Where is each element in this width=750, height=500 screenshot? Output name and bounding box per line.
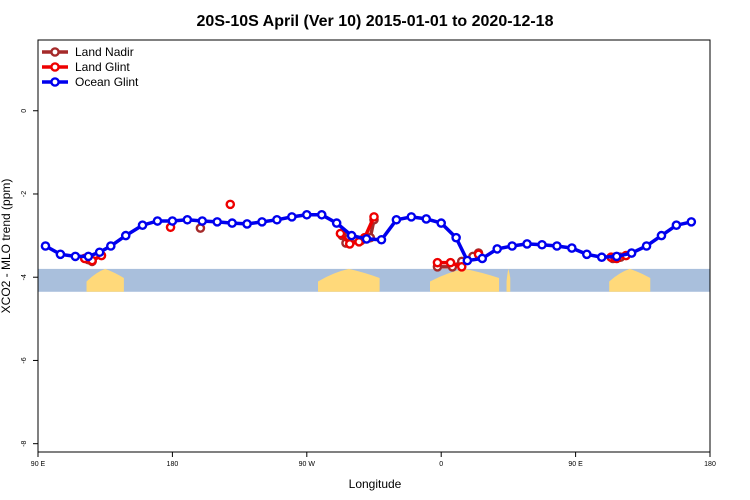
data-point [152, 216, 163, 226]
data-point [94, 247, 105, 258]
land-patch [506, 268, 511, 292]
data-point [596, 252, 607, 263]
data-point [55, 249, 66, 260]
data-point [641, 241, 652, 251]
data-point [242, 219, 252, 229]
legend-marker [50, 77, 60, 87]
data-point [507, 241, 517, 251]
data-point [344, 239, 355, 249]
x-tick-label: 90 E [31, 461, 46, 468]
data-point [611, 251, 622, 262]
data-point [537, 239, 547, 250]
plot-frame [37, 39, 711, 453]
series-2 [40, 209, 697, 266]
data-point [445, 257, 456, 268]
x-tick-label: 90 W [299, 461, 316, 468]
data-point [671, 220, 682, 230]
data-point [272, 214, 282, 225]
data-point [287, 212, 297, 222]
data-point [70, 251, 81, 262]
data-point [656, 230, 667, 241]
x-tick-label: 180 [167, 461, 179, 468]
data-point [406, 212, 417, 222]
y-tick-label: -4 [21, 274, 28, 280]
legend-entry: Ocean Glint [42, 75, 139, 89]
x-axis-label: Longitude [349, 477, 402, 491]
data-point [225, 199, 236, 210]
y-tick-label: -8 [21, 440, 28, 446]
data-point [432, 257, 443, 268]
data-point [331, 218, 342, 228]
data-point [40, 241, 51, 251]
legend-label: Ocean Glint [75, 75, 139, 89]
y-tick-label: -6 [21, 357, 28, 363]
data-point [257, 217, 267, 227]
legend-marker [50, 62, 60, 72]
legend-label: Land Glint [75, 60, 130, 74]
data-point [626, 248, 637, 258]
data-point [462, 255, 473, 266]
data-point [522, 239, 532, 249]
y-tick-label: -2 [21, 191, 28, 197]
data-point [567, 243, 577, 253]
data-point [436, 218, 447, 228]
legend-entry: Land Nadir [42, 45, 134, 59]
data-point [492, 244, 503, 254]
data-point [227, 218, 237, 228]
data-point [456, 262, 467, 272]
x-tick-label: 90 E [568, 461, 583, 468]
data-point [421, 214, 432, 224]
chart-title: 20S-10S April (Ver 10) 2015-01-01 to 202… [197, 13, 554, 30]
x-tick-label: 0 [439, 461, 443, 468]
data-point [120, 230, 131, 241]
y-axis: 0 -2 -4 -6 -8 [21, 109, 38, 447]
data-point [451, 232, 461, 243]
data-point [182, 214, 193, 225]
y-axis-label: XCO2 - MLO trend (ppm) [0, 179, 13, 314]
legend-marker [50, 47, 60, 57]
data-point [301, 209, 312, 220]
data-point [369, 212, 379, 222]
land-patch [86, 268, 124, 292]
data-point [582, 249, 592, 260]
land-patch [609, 268, 651, 292]
x-tick-label: 180 [704, 461, 716, 468]
map-strip [38, 268, 710, 292]
legend-entry: Land Glint [42, 60, 130, 74]
land-patch [430, 268, 500, 292]
data-point [212, 217, 222, 227]
series-layer [40, 199, 697, 272]
data-point [335, 228, 346, 239]
data-point [137, 220, 148, 230]
data-point [346, 230, 357, 241]
data-point [106, 241, 116, 251]
land-patch [318, 268, 380, 292]
data-point [197, 216, 208, 226]
data-point [391, 214, 402, 225]
data-point [167, 216, 178, 226]
legend-label: Land Nadir [75, 45, 134, 59]
y-tick-label: 0 [21, 109, 28, 113]
data-point [477, 253, 488, 264]
data-point [686, 217, 697, 227]
data-point [83, 251, 94, 262]
x-axis: 90 E 180 90 W 0 90 E 180 [31, 452, 716, 468]
data-point [316, 209, 327, 220]
data-point [361, 234, 372, 244]
data-point [376, 234, 387, 245]
data-point [552, 241, 562, 251]
